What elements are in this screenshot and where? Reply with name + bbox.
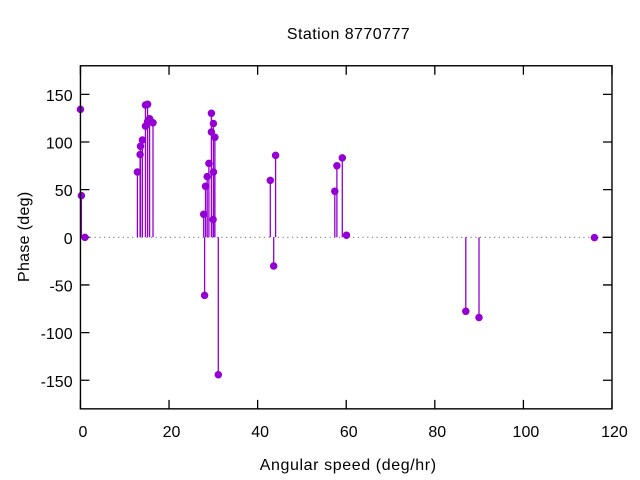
svg-text:80: 80 bbox=[428, 424, 446, 441]
svg-text:0: 0 bbox=[64, 231, 73, 248]
svg-text:60: 60 bbox=[340, 424, 358, 441]
svg-text:-50: -50 bbox=[49, 278, 72, 295]
svg-text:120: 120 bbox=[601, 424, 628, 441]
svg-text:150: 150 bbox=[46, 88, 73, 105]
svg-text:Phase (deg): Phase (deg) bbox=[16, 192, 33, 282]
svg-text:50: 50 bbox=[55, 183, 73, 200]
svg-text:20: 20 bbox=[163, 424, 181, 441]
svg-text:40: 40 bbox=[251, 424, 269, 441]
svg-text:0: 0 bbox=[78, 424, 87, 441]
svg-text:Station 8770777: Station 8770777 bbox=[287, 26, 410, 43]
svg-text:100: 100 bbox=[46, 136, 73, 153]
svg-text:100: 100 bbox=[513, 424, 540, 441]
svg-text:-100: -100 bbox=[41, 326, 73, 343]
svg-text:Angular speed (deg/hr): Angular speed (deg/hr) bbox=[260, 457, 437, 474]
svg-text:-150: -150 bbox=[41, 374, 73, 391]
